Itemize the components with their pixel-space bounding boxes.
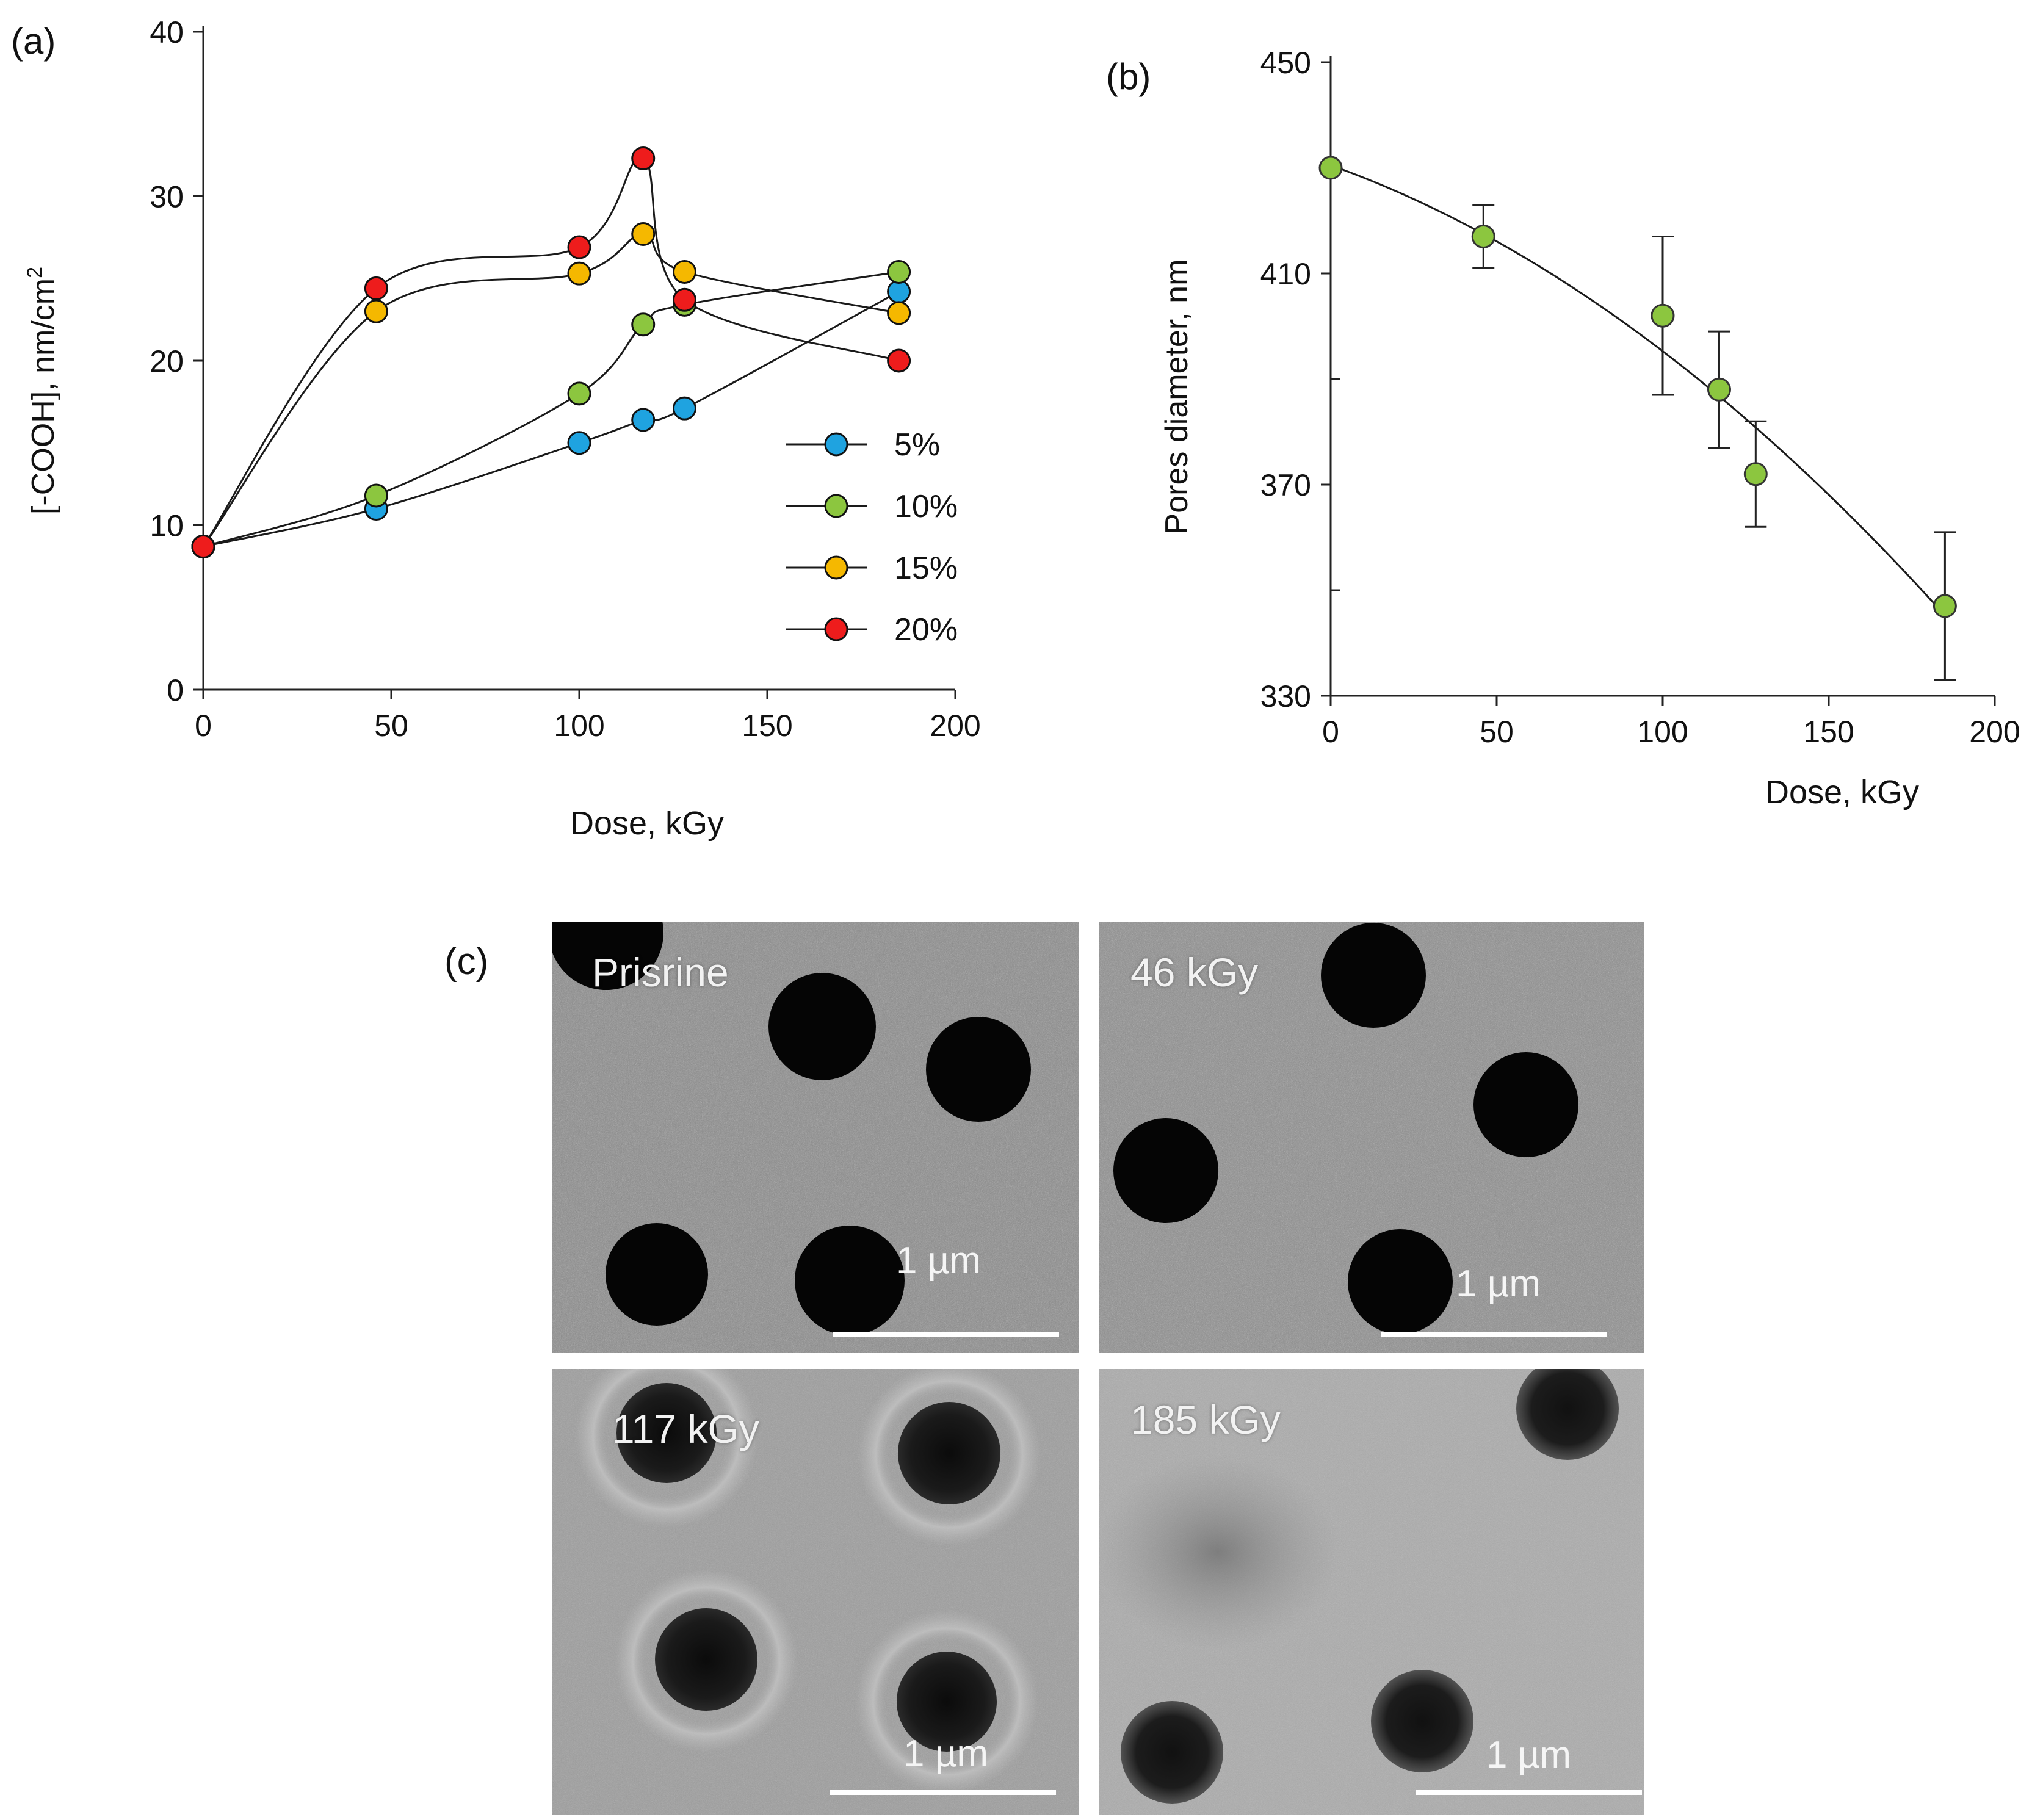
x-tick-label: 0 [1322,715,1339,749]
data-point-20% [364,276,388,300]
scale-bar [1381,1332,1607,1337]
pore [616,1383,717,1483]
data-point-15% [631,222,656,246]
legend-marker [824,432,848,457]
sem-image-label: 185 kGy [1130,1397,1281,1442]
series-line-10% [203,270,899,547]
x-tick-label: 50 [374,709,408,743]
y-tick-label: 450 [1260,46,1311,80]
scale-bar [830,1790,1056,1795]
scale-bar-label: 1 µm [1456,1263,1541,1305]
data-point-20% [567,235,591,259]
data-point-15% [567,261,591,286]
data-point-20% [631,146,656,171]
panel-label-c: (c) [444,941,489,983]
sem-image-185kgy: 185 kGy 1 µm [1099,1369,1644,1815]
series-line-5% [203,291,900,548]
data-point [1318,156,1343,180]
y-tick-label: 370 [1260,468,1311,502]
y-tick-label: 30 [150,180,184,214]
pore [606,1223,708,1326]
x-tick-label: 100 [554,709,604,743]
data-point-10% [567,381,591,406]
panel-label-b: (b) [1106,56,1151,97]
scale-bar-label: 1 µm [896,1240,982,1282]
legend-marker [824,617,848,641]
data-point [1743,462,1768,486]
data-point [1471,224,1495,248]
sem-image-label: Prisrine [592,950,729,995]
panel-label-a: (a) [11,21,56,62]
x-tick-label: 50 [1480,715,1514,749]
y-axis-title-a: [-COOH], nm/cm2 [23,267,61,515]
y-tick-label: 410 [1260,257,1311,291]
pore [655,1608,757,1711]
y-tick-label: 0 [167,673,184,707]
data-point-5% [567,431,591,455]
scale-bar [1416,1790,1642,1795]
pore [897,1652,997,1752]
legend-label: 15% [894,551,958,586]
sem-image-label: 117 kGy [612,1406,759,1451]
legend-marker [824,555,848,580]
sem-image-pristine: Prisrine 1 µm [552,922,1079,1353]
scale-bar-label: 1 µm [903,1733,989,1775]
x-tick-label: 150 [1803,715,1854,749]
chart-a: (a) 0 10 20 30 40 0 50 100 150 200 5% 10% 15% 20% D… [11,15,981,842]
pore [926,1017,1031,1122]
data-point-15% [887,301,911,325]
legend-label: 20% [894,612,958,648]
x-tick-label: 200 [930,709,980,743]
y-tick-label: 20 [150,344,184,378]
x-axis-title-a: Dose, kGy [570,805,724,842]
x-axis-title-b: Dose, kGy [1765,774,1919,811]
pore [1348,1229,1453,1334]
data-point-20% [672,287,696,312]
scale-bar-label: 1 µm [1486,1734,1572,1776]
legend-label: 5% [894,427,940,463]
y-tick-label: 330 [1260,679,1311,713]
pore [1113,1118,1218,1223]
legend-label: 10% [894,489,958,524]
pore [1371,1670,1473,1772]
pore [1516,1369,1619,1460]
x-tick-label: 0 [195,709,212,743]
y-tick-label: 40 [150,15,184,49]
data-point-5% [887,280,911,304]
pore [1121,1701,1223,1804]
data-point-10% [364,483,388,508]
data-point [1707,377,1731,402]
x-tick-label: 100 [1637,715,1688,749]
series-line-20% [202,156,900,547]
data-point [1651,303,1675,328]
trendline [1330,164,1946,616]
data-point-5% [631,408,656,432]
sem-image-46kgy: 46 kGy 1 µm [1099,922,1644,1353]
pore [1321,923,1426,1028]
data-point-15% [364,299,388,323]
x-tick-label: 200 [1969,715,2020,749]
data-point-10% [631,312,656,337]
pore [1473,1052,1578,1157]
pore [552,922,663,990]
series-line-15% [202,233,899,547]
pore [795,1226,905,1335]
data-point-10% [887,259,911,284]
data-point [1933,594,1957,618]
data-point-5% [672,396,696,421]
pore [768,973,876,1080]
data-point-20% [191,535,215,559]
sem-image-117kgy: 117 kGy 1 µm [552,1369,1079,1815]
y-tick-label: 10 [150,509,184,543]
data-point-20% [887,348,911,373]
pore [898,1402,1000,1504]
legend-marker [824,494,848,518]
y-axis-title-b: Pores diameter, nm [1159,259,1195,535]
data-point-15% [672,259,696,284]
x-tick-label: 150 [742,709,792,743]
scale-bar [833,1332,1059,1337]
sem-image-label: 46 kGy [1130,950,1259,995]
